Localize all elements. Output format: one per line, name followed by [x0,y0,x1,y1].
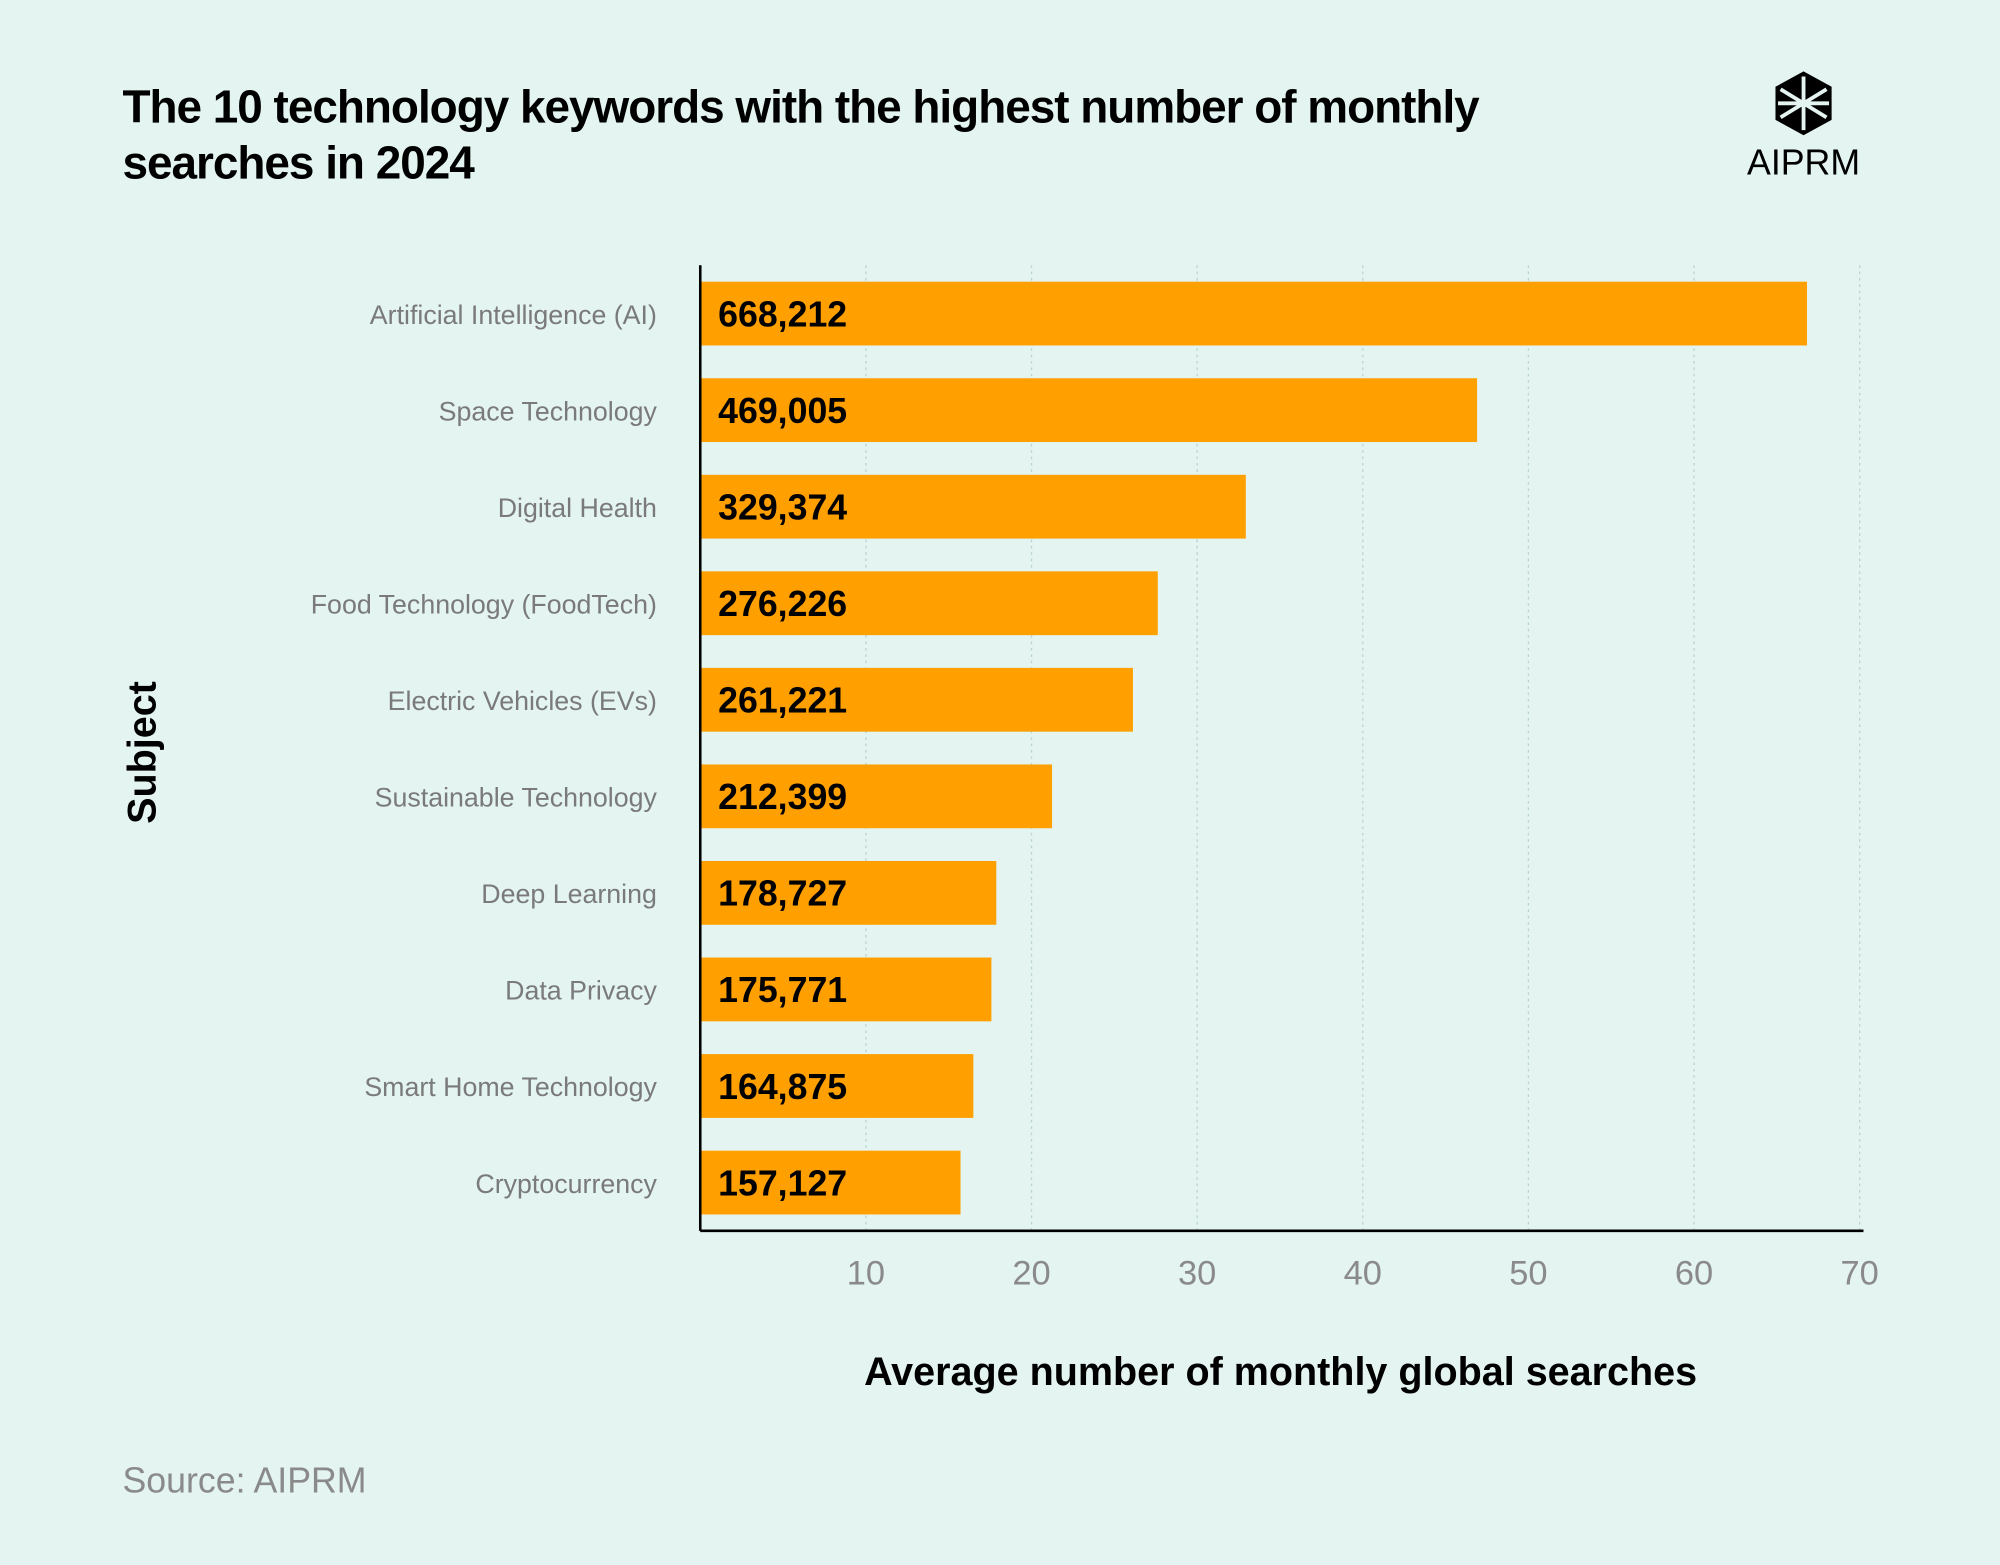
value-label: 164,875 [718,1067,847,1107]
bar [700,1054,974,1118]
source: Source: AIPRM [122,1460,366,1500]
value-label: 329,374 [718,487,847,527]
bar [700,281,1808,346]
y-tick-label: Artificial Intelligence (AI) [370,300,657,330]
value-label: 178,727 [718,874,847,914]
value-label: 261,221 [718,681,847,721]
bar [700,378,1478,443]
logo-icon [1775,71,1832,136]
value-label: 276,226 [718,584,847,624]
value-label: 212,399 [718,777,847,817]
y-tick-label: Cryptocurrency [475,1169,657,1199]
y-axis-label: Subject [121,681,165,824]
x-tick-label: 20 [1012,1254,1050,1292]
bar [700,764,1053,829]
x-axis-label: Average number of monthly global searche… [864,1350,1697,1394]
value-label: 469,005 [718,391,847,431]
y-tick-label: Deep Learning [481,879,657,909]
y-tick-label: Food Technology (FoodTech) [311,589,657,619]
y-tick-label: Data Privacy [505,976,657,1006]
y-tick-label: Digital Health [498,493,657,523]
x-tick-label: 70 [1841,1254,1879,1292]
y-tick-label: Electric Vehicles (EVs) [388,686,657,716]
x-tick-label: 40 [1344,1254,1382,1292]
bar [700,861,997,925]
bar [700,667,1133,732]
x-tick-label: 50 [1509,1254,1547,1292]
y-tick-label: Space Technology [439,396,658,426]
bar [700,474,1246,539]
logo-text: AIPRM [1747,143,1860,183]
title-box: The 10 technology keywords with the high… [122,80,1479,189]
x-tick-label: 60 [1675,1254,1713,1292]
value-label: 157,127 [718,1163,847,1203]
value-label: 175,771 [718,970,847,1010]
bar [700,957,992,1022]
x-tick-label: 30 [1178,1254,1216,1292]
y-tick-label: Sustainable Technology [375,783,658,813]
value-label: 668,212 [718,294,847,334]
bar [700,571,1158,636]
x-tick-label: 10 [847,1254,885,1292]
y-tick-label: Smart Home Technology [364,1072,657,1102]
chart-title: The 10 technology keywords with the high… [122,80,1479,189]
bar [700,1150,961,1215]
